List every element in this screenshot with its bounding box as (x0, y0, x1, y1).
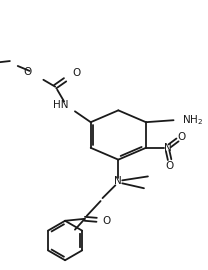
Text: O: O (102, 216, 111, 226)
Text: O: O (166, 161, 174, 171)
Text: NH$_2$: NH$_2$ (182, 113, 204, 127)
Text: O: O (23, 67, 32, 77)
Text: N: N (114, 176, 122, 186)
Text: O: O (73, 68, 81, 78)
Text: HN: HN (53, 100, 68, 110)
Text: N: N (164, 143, 172, 153)
Text: O: O (177, 132, 186, 142)
